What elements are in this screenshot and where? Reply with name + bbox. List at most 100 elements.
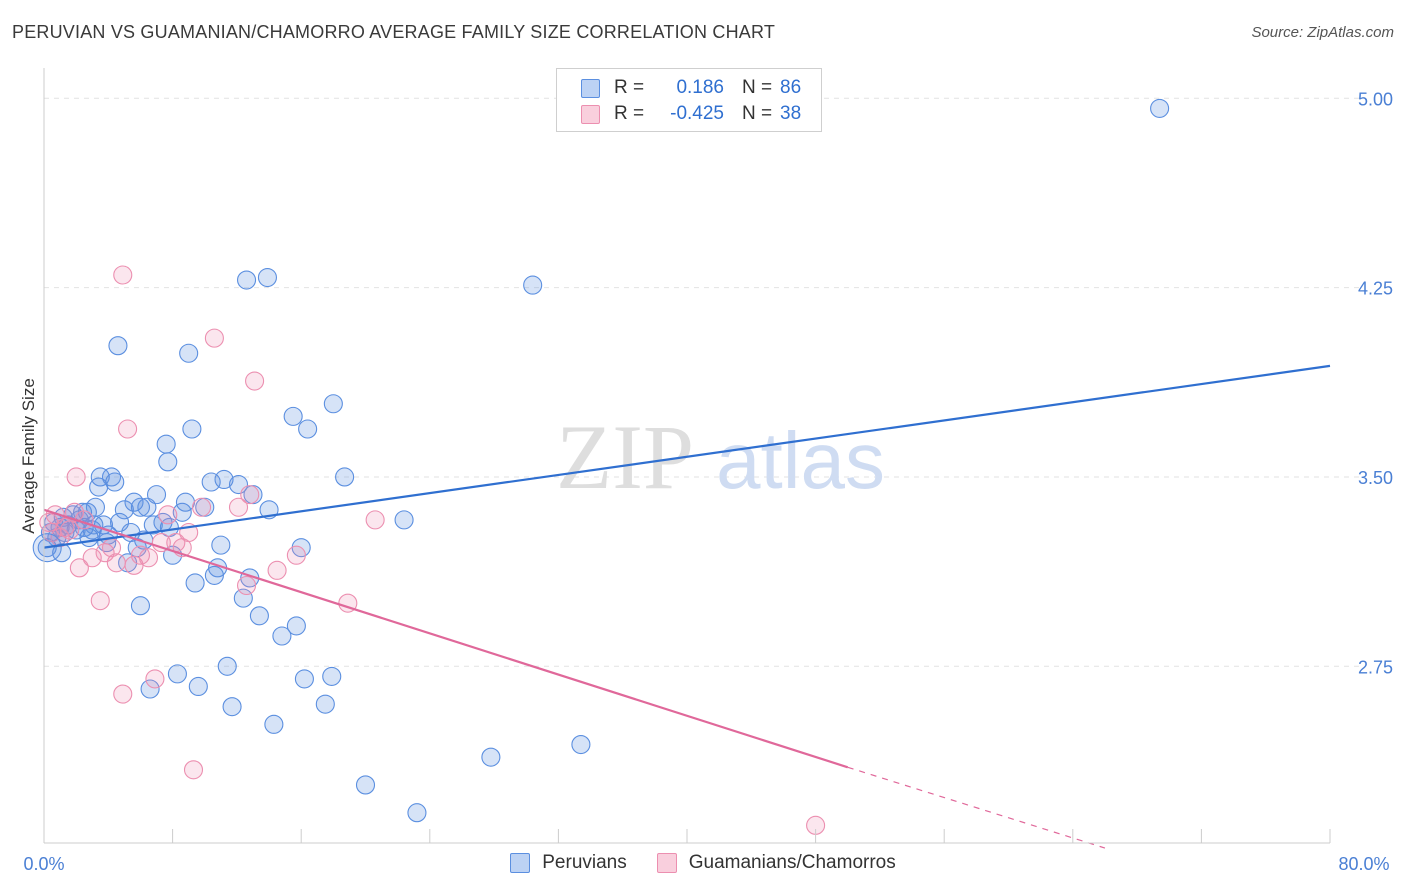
guamanians-trend-line	[43, 508, 849, 769]
peruvian-point	[90, 467, 110, 487]
x-tick-label-max: 80.0%	[1338, 854, 1389, 874]
peruvian-point	[233, 588, 253, 608]
peruvian-point	[211, 535, 231, 555]
guamanian-point	[267, 560, 287, 580]
guamanian-point	[286, 545, 306, 565]
peruvian-point	[264, 714, 284, 734]
peruvian-point	[163, 545, 183, 565]
peruvian-point	[124, 492, 144, 512]
peruvian-point	[355, 775, 376, 795]
peruvian-point	[257, 267, 277, 288]
chart-title: PERUVIAN VS GUAMANIAN/CHAMORRO AVERAGE F…	[12, 22, 776, 42]
peruvians-trend-line	[43, 364, 1331, 549]
peruvian-point	[298, 419, 318, 439]
peruvian-point	[249, 606, 269, 626]
guamanian-point	[240, 485, 260, 505]
peruvian-point	[283, 406, 303, 426]
peruvian-point	[182, 419, 202, 439]
guamanian-point	[145, 669, 165, 689]
peruvian-point	[114, 500, 134, 520]
guamanian-point	[113, 684, 133, 704]
peruvian-point	[335, 467, 355, 487]
y-tick-label: 5.00	[1358, 89, 1393, 109]
legend-row-peruvians: R = 0.186 N = 86	[581, 76, 801, 100]
guamanian-point	[45, 505, 65, 525]
guamanian-point	[90, 591, 110, 611]
y-tick-label: 4.25	[1358, 279, 1393, 299]
y-axis-label: Average Family Size	[19, 378, 38, 534]
y-tick-label: 3.50	[1358, 468, 1393, 488]
peruvian-point	[179, 343, 199, 363]
guamanians-legend-swatch	[656, 853, 677, 873]
peruvians-legend-swatch	[510, 853, 531, 873]
guamanian-point	[69, 558, 89, 578]
peruvian-point	[175, 492, 196, 512]
peruvian-point	[1150, 98, 1170, 118]
peruvian-point	[140, 679, 160, 699]
guamanian-point	[113, 265, 133, 285]
r-label: R =	[614, 103, 645, 124]
guamanian-point	[151, 533, 171, 553]
guamanians-legend-label: Guamanians/Chamorros	[688, 852, 896, 873]
r-label: R =	[614, 77, 645, 98]
peruvian-point	[286, 616, 306, 636]
correlation-legend: R = 0.186 N = 86 R = -0.425 N = 38	[556, 68, 822, 132]
peruvian-point	[272, 626, 292, 646]
peruvian-point	[158, 452, 178, 472]
peruvian-point	[214, 469, 234, 490]
guamanian-point	[191, 497, 212, 517]
watermark-atlas: atlas	[716, 416, 885, 505]
y-tick-label: 2.75	[1358, 657, 1393, 677]
guamanian-point	[228, 497, 249, 517]
guamanian-point	[183, 760, 204, 780]
guamanian-point	[204, 328, 224, 348]
guamanians-trend-extension	[847, 766, 1106, 849]
peruvian-point	[130, 596, 150, 616]
legend-item-peruvians[interactable]: Peruvians	[510, 852, 627, 874]
trend-layer	[43, 364, 1331, 849]
peruvian-point	[407, 803, 427, 823]
guamanian-point	[82, 548, 102, 568]
axis-layer: 5.00 4.25 3.50 2.75 0.0% 80.0%	[23, 68, 1393, 874]
guamanian-point	[245, 371, 265, 391]
peruvians-n-value: 86	[780, 77, 802, 98]
peruvian-point	[523, 275, 543, 295]
peruvian-point	[130, 497, 150, 517]
guamanian-point	[130, 545, 150, 565]
peruvian-point	[185, 573, 205, 593]
peruvian-point	[156, 434, 176, 454]
guamanian-point	[138, 548, 159, 568]
peruvian-point	[481, 747, 501, 767]
guamanians-r-value: -0.425	[670, 103, 724, 124]
peruvian-point	[322, 666, 342, 686]
guamanian-point	[236, 575, 257, 596]
peruvian-point	[315, 694, 335, 714]
peruvian-point	[101, 467, 122, 487]
series-legend: Peruvians Guamanians/Chamorros	[0, 852, 1406, 874]
guamanians-swatch	[581, 104, 600, 124]
guamanian-point	[50, 527, 70, 548]
peruvian-point	[146, 485, 167, 505]
watermark-zip: ZIP	[556, 406, 694, 508]
guamanian-point	[64, 502, 85, 522]
peruvian-point	[105, 472, 125, 492]
peruvian-point	[294, 669, 314, 689]
peruvian-point	[222, 697, 242, 717]
peruvian-point	[137, 497, 157, 517]
peruvian-point	[323, 394, 343, 414]
legend-item-guamanians[interactable]: Guamanians/Chamorros	[656, 852, 896, 874]
peruvians-legend-label: Peruvians	[542, 852, 627, 873]
guamanian-point	[106, 553, 126, 573]
guamanian-point	[158, 505, 178, 525]
peruvian-point	[217, 656, 237, 676]
peruvian-point	[236, 270, 257, 290]
peruvian-point	[571, 734, 591, 755]
guamanian-point	[118, 419, 138, 439]
peruvians-swatch	[581, 78, 600, 98]
guamanian-point	[365, 510, 385, 530]
peruvian-point	[108, 336, 128, 356]
n-label: N =	[742, 103, 773, 124]
guamanians-n-value: 38	[780, 103, 802, 124]
guamanian-point	[60, 520, 80, 540]
